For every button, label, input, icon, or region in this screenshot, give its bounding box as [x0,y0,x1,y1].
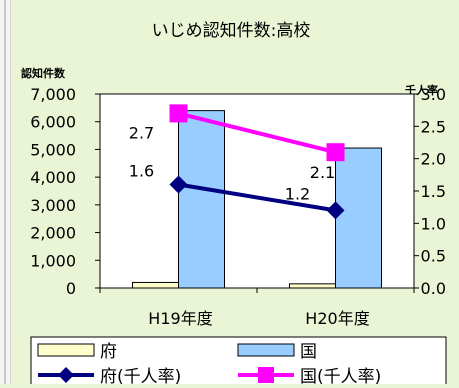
legend-swatch [237,343,295,357]
y-left-tick-label: 0 [66,279,76,298]
y-right-tick-label: 0.0 [421,279,446,298]
axis-ticks: 7,000 6,000 5,000 4,000 3,000 2,000 1,000 0 3.0 2… [30,85,446,328]
y-right-tick-label: 2.5 [421,117,446,136]
y-right-tick-label: 1.5 [421,182,446,201]
bar-fu [132,281,179,289]
chart-panel: いじめ認知件数:高校 認知件数 千人率 2.7 2.1 1.6 1.2 7,000 6,… [18,0,459,388]
legend-marker [258,367,274,383]
line-fu-rate [178,182,336,213]
y-right-tick-label: 1.0 [421,214,446,233]
data-label-kuni-rate: 2.1 [310,163,335,182]
legend-label: 府(千人率) [100,367,181,384]
line-kuni-rate [178,111,336,155]
legend-label: 国(千人率) [300,367,381,384]
left-edge-strip [0,0,11,384]
y-left-tick-label: 7,000 [30,85,76,104]
y-left-tick-label: 1,000 [30,251,76,270]
y-right-tick-label: 0.5 [421,247,446,266]
chart-title: いじめ認知件数:高校 [152,21,311,41]
chart-svg: いじめ認知件数:高校 認知件数 千人率 2.72.11.61.2 7,0006,… [21,21,447,388]
y-right-tick-label: 3.0 [421,85,446,104]
marker-fu-rate [169,175,188,194]
marker-fu-rate [326,201,345,220]
y-left-tick-label: 3,000 [30,196,76,215]
legend: 府 国府(千人率) 国(千人率) [30,336,447,388]
x-category-label: H20年度 [305,309,369,328]
y-left-tick-label: 6,000 [30,113,76,132]
bar-kuni [335,147,382,289]
legend-label: 府 [100,342,117,362]
plot-area: 2.7 2.1 1.6 1.2 [99,93,415,289]
marker-kuni-rate [169,104,188,123]
y-left-tick-label: 4,000 [30,168,76,187]
legend-marker [58,367,74,383]
data-label-kuni-rate: 2.7 [129,123,154,142]
x-category-label: H19年度 [148,309,212,328]
legend-label: 国 [300,342,317,362]
bar-fu [289,283,336,289]
data-label-fu-rate: 1.2 [285,184,310,203]
y-left-tick-label: 5,000 [30,140,76,159]
legend-swatch [37,343,95,357]
y-left-axis-label: 認知件数 [21,66,66,80]
data-label-fu-rate: 1.6 [129,162,154,181]
marker-kuni-rate [326,143,345,162]
y-left-tick-label: 2,000 [30,224,76,243]
y-right-tick-label: 2.0 [421,150,446,169]
bar-kuni [178,110,225,289]
